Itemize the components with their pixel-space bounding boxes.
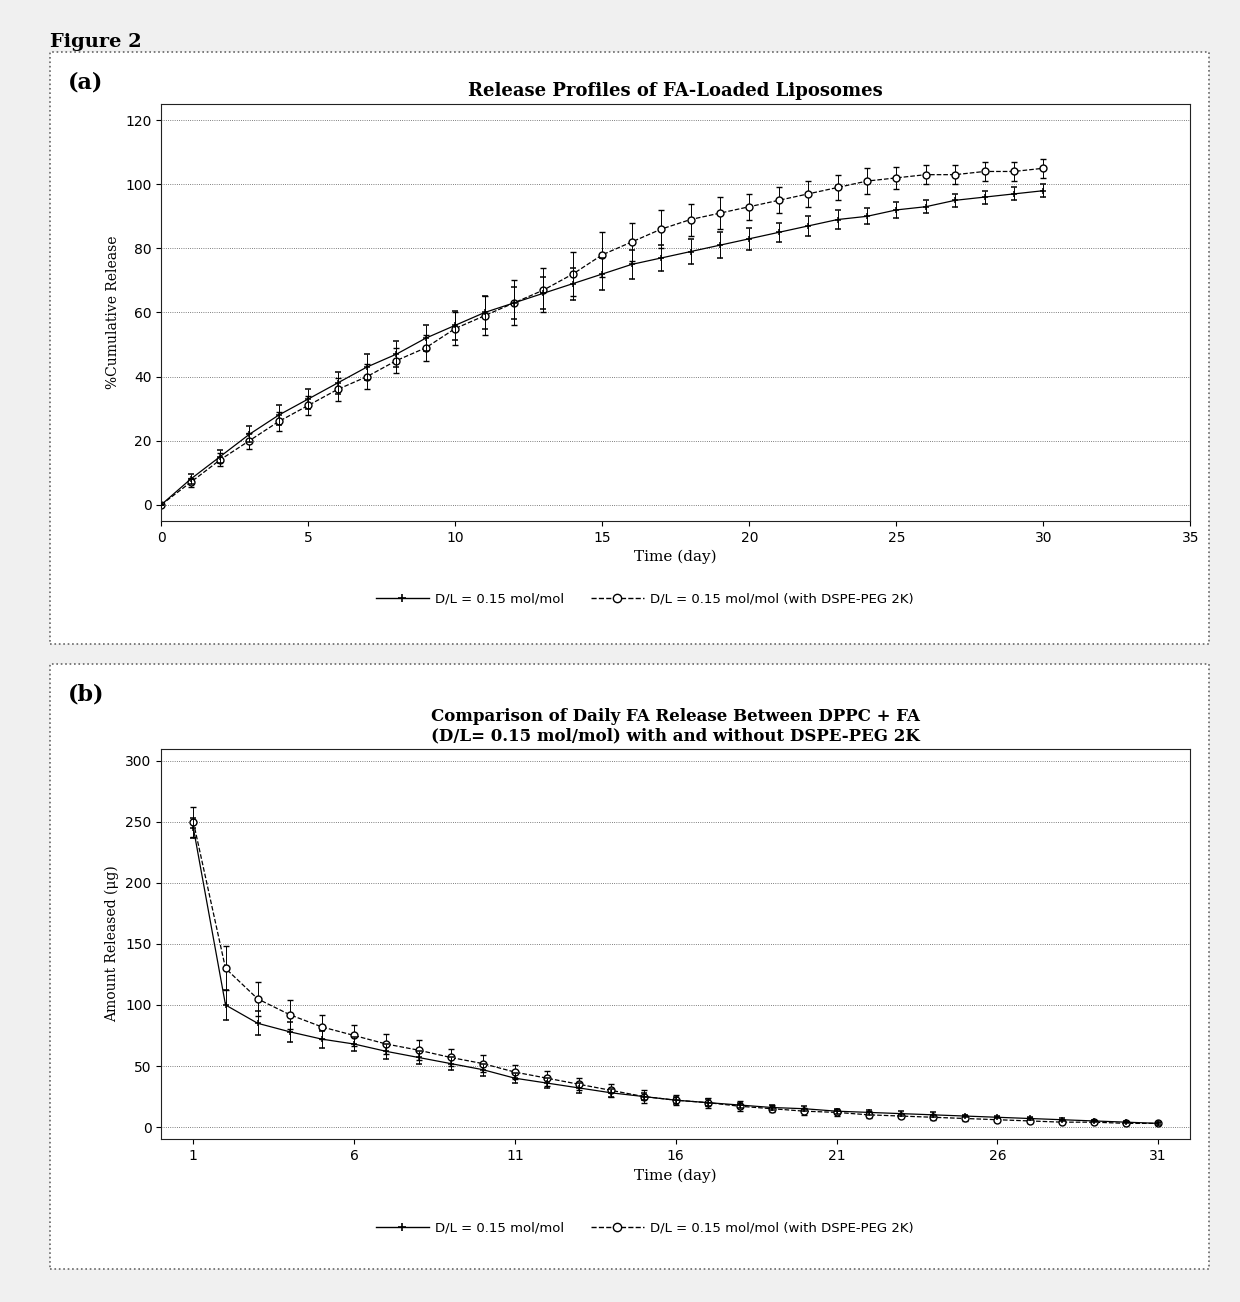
Title: Release Profiles of FA-Loaded Liposomes: Release Profiles of FA-Loaded Liposomes — [469, 82, 883, 100]
Y-axis label: %Cumulative Release: %Cumulative Release — [105, 236, 119, 389]
Y-axis label: Amount Released (μg): Amount Released (μg) — [105, 866, 119, 1022]
Legend: D/L = 0.15 mol/mol, D/L = 0.15 mol/mol (with DSPE-PEG 2K): D/L = 0.15 mol/mol, D/L = 0.15 mol/mol (… — [371, 1216, 919, 1240]
X-axis label: Time (day): Time (day) — [635, 549, 717, 565]
Title: Comparison of Daily FA Release Between DPPC + FA
(D/L= 0.15 mol/mol) with and wi: Comparison of Daily FA Release Between D… — [432, 708, 920, 745]
Text: (a): (a) — [68, 72, 104, 94]
Text: Figure 2: Figure 2 — [50, 33, 141, 51]
X-axis label: Time (day): Time (day) — [635, 1168, 717, 1184]
Text: (b): (b) — [68, 684, 104, 706]
Legend: D/L = 0.15 mol/mol, D/L = 0.15 mol/mol (with DSPE-PEG 2K): D/L = 0.15 mol/mol, D/L = 0.15 mol/mol (… — [371, 587, 919, 611]
